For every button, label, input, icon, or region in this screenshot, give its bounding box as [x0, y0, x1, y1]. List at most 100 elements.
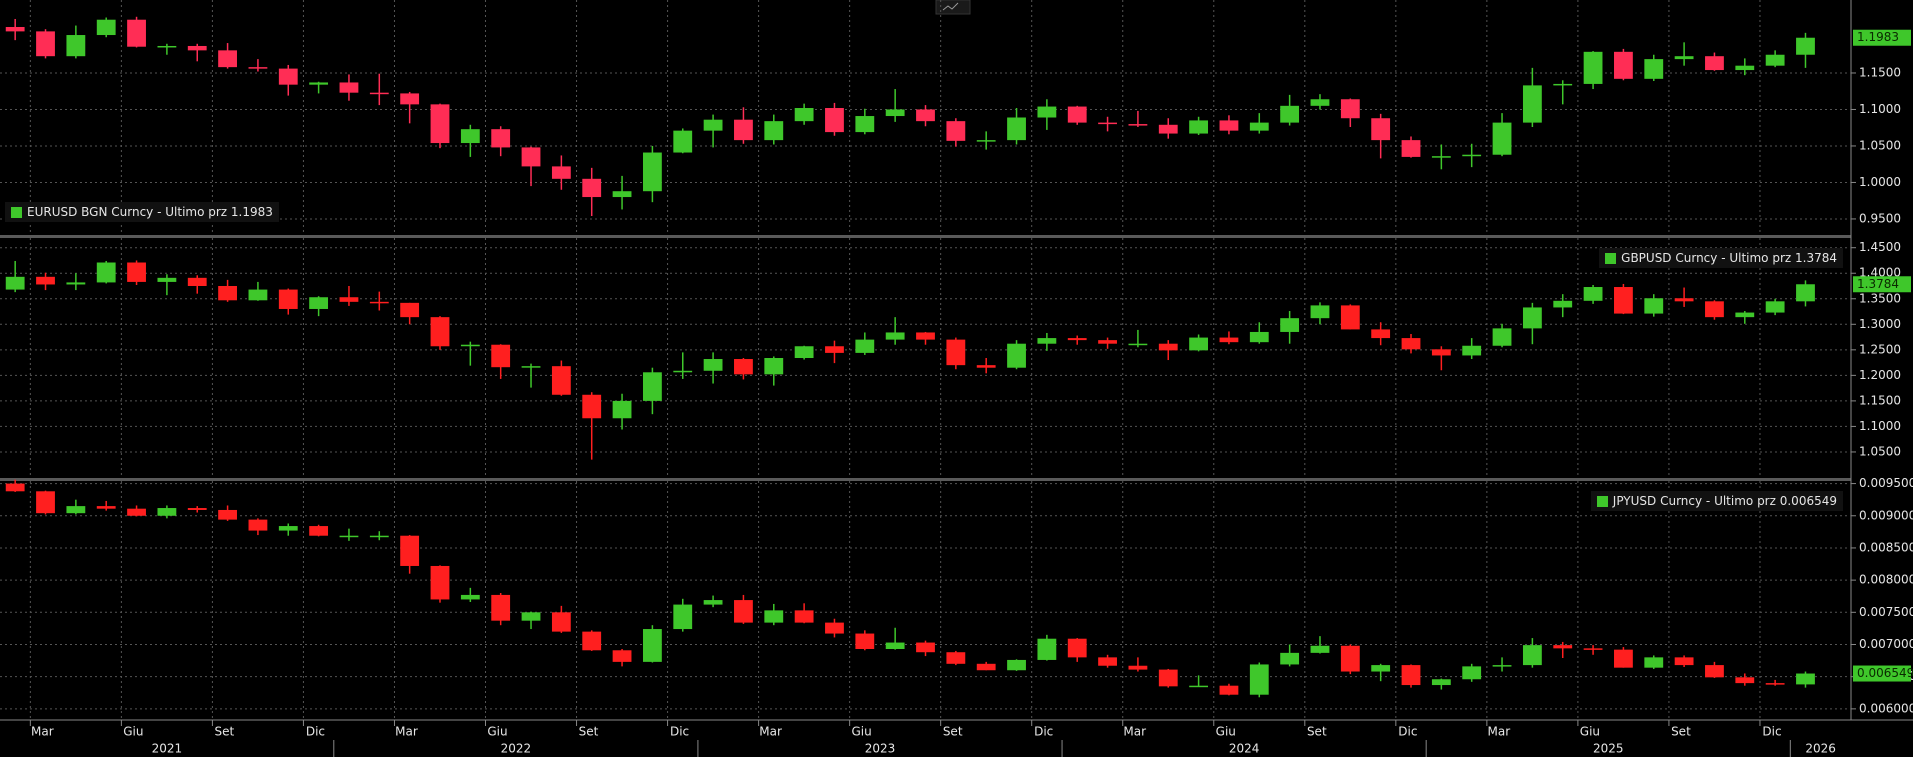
candle-body: [187, 508, 207, 510]
year-label: 2022: [501, 742, 532, 756]
candle-body: [1522, 85, 1542, 123]
candle-body: [1007, 117, 1026, 141]
candle-body: [582, 394, 602, 419]
candle-body: [1431, 679, 1451, 686]
candle-body: [1037, 106, 1057, 118]
candle-body: [673, 604, 693, 630]
candle-body: [491, 594, 511, 621]
candle-body: [1007, 343, 1026, 368]
candle-body: [400, 302, 420, 318]
candle-body: [1401, 665, 1421, 686]
y-tick-label: 0.9500: [1859, 211, 1901, 225]
candle-body: [1644, 298, 1664, 314]
candle-body: [642, 152, 662, 192]
candle-body: [1614, 51, 1633, 79]
candle-body: [946, 652, 966, 664]
y-tick-label: 1.4000: [1859, 266, 1901, 280]
candle-body: [1674, 657, 1694, 666]
candle-body: [855, 116, 875, 133]
legend: GBPUSD Curncy - Ultimo prz 1.3784: [1599, 248, 1843, 268]
candle-body: [187, 277, 207, 286]
y-tick-label: 1.1000: [1859, 102, 1901, 116]
candle-body: [278, 526, 298, 531]
candle-body: [1796, 37, 1815, 55]
candle-body: [642, 372, 662, 401]
candle-body: [521, 366, 541, 368]
y-tick-label: 1.2500: [1859, 342, 1901, 356]
candle-body: [1553, 300, 1573, 308]
candle-body: [1280, 318, 1300, 332]
candle-body: [1098, 340, 1117, 344]
y-tick-label: 1.0500: [1859, 138, 1901, 152]
candle-body: [916, 109, 935, 122]
y-tick-label: 0.008500: [1859, 540, 1913, 554]
candle-body: [218, 50, 237, 68]
legend-label: JPYUSD Curncy - Ultimo prz 0.006549: [1612, 494, 1837, 508]
candle-body: [309, 526, 329, 536]
candle-body: [491, 344, 511, 368]
candle-body: [612, 191, 632, 198]
candle-body: [127, 262, 146, 282]
candle-body: [1583, 51, 1603, 84]
candle-body: [339, 297, 359, 302]
y-tick-label: 1.3500: [1859, 291, 1901, 305]
candle-body: [491, 129, 511, 148]
y-tick-label: 1.0500: [1859, 444, 1901, 458]
candle-body: [218, 286, 237, 301]
candle-body: [1705, 56, 1724, 71]
candle-body: [1735, 65, 1755, 71]
candle-body: [460, 594, 480, 600]
candle-body: [1189, 337, 1209, 351]
x-tick-label: Giu: [487, 725, 507, 739]
candle-body: [1219, 685, 1239, 695]
candle-body: [1522, 645, 1542, 666]
candle-body: [734, 600, 753, 623]
icon-box[interactable]: [935, 0, 971, 15]
x-tick-label: Set: [215, 725, 235, 739]
candle-body: [66, 35, 86, 57]
chart-type-icon[interactable]: [935, 0, 971, 15]
candle-body: [612, 650, 632, 662]
candle-body: [309, 82, 329, 85]
candle-body: [582, 178, 602, 198]
candle-body: [1492, 665, 1512, 667]
candle-body: [916, 332, 935, 340]
candle-body: [1067, 638, 1087, 658]
candle-body: [976, 663, 996, 671]
candle-body: [551, 612, 571, 632]
y-tick-label: 0.007000: [1859, 637, 1913, 651]
candle-body: [1583, 287, 1603, 301]
candle-body: [1492, 328, 1512, 346]
x-tick-label: Dic: [1034, 725, 1053, 739]
legend-swatch: [1605, 252, 1617, 264]
candle-body: [825, 346, 844, 353]
candle-body: [157, 45, 177, 48]
legend-swatch: [1596, 495, 1608, 507]
x-tick-label: Dic: [670, 725, 689, 739]
candle-body: [309, 297, 329, 309]
candle-body: [1098, 122, 1117, 125]
candle-body: [794, 346, 814, 358]
candle-body: [885, 109, 905, 117]
candle-body: [1401, 338, 1421, 350]
last-value-box: [1853, 276, 1911, 293]
candle-body: [1098, 657, 1117, 666]
y-tick-label: 0.009500: [1859, 476, 1913, 490]
candle-body: [551, 366, 571, 395]
x-tick-label: Set: [1307, 725, 1327, 739]
legend-label: EURUSD BGN Curncy - Ultimo prz 1.1983: [27, 205, 273, 219]
candle-body: [703, 359, 723, 371]
legend-label: GBPUSD Curncy - Ultimo prz 1.3784: [1621, 251, 1837, 265]
candle-body: [430, 565, 450, 600]
candle-body: [218, 509, 237, 520]
candle-body: [885, 642, 905, 650]
x-tick-label: Mar: [1123, 725, 1146, 739]
candle-body: [248, 519, 268, 531]
candle-body: [460, 129, 480, 144]
candle-body: [885, 332, 905, 340]
candle-body: [703, 600, 723, 605]
candle-body: [1128, 124, 1148, 126]
candle-body: [1340, 99, 1360, 119]
last-value-label: 1.3784: [1857, 277, 1899, 291]
